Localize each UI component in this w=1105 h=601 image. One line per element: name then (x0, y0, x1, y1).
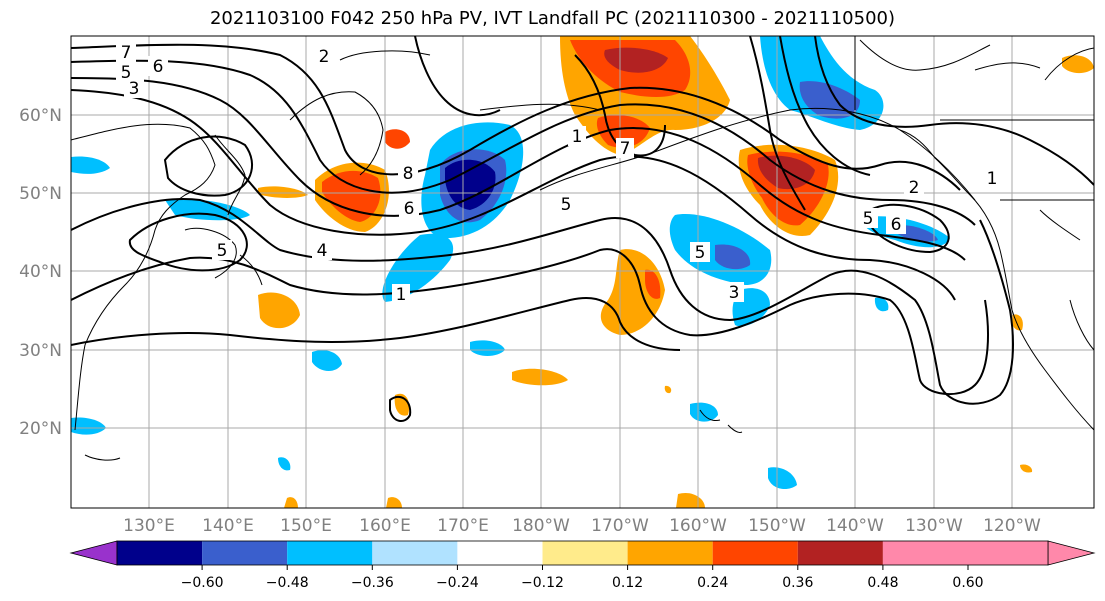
lon-label: 170°W (591, 516, 649, 536)
lon-label: 140°W (826, 516, 884, 536)
contour-label: 5 (695, 243, 706, 263)
neg-anomaly-area (278, 457, 291, 471)
contour-label: 2 (319, 47, 330, 67)
colorbar-segment (117, 541, 203, 565)
lat-label: 30°N (19, 341, 62, 361)
contour-label: 3 (729, 283, 740, 303)
contour-label: 5 (863, 209, 874, 229)
pos-anomaly-area (757, 155, 815, 190)
lon-label: 160°E (359, 516, 411, 536)
colorbar-segment (542, 541, 628, 565)
pos-anomaly-area (258, 186, 308, 198)
pv-contour-labels: 7 6 5 3 8 6 4 5 5 1 7 5 3 2 1 6 5 2 1 (116, 42, 1002, 305)
contour-label: 2 (909, 178, 920, 198)
neg-anomaly-area (715, 244, 751, 270)
pos-anomaly-area (386, 497, 402, 508)
colorbar-segment (372, 541, 458, 565)
contour-label: 7 (620, 139, 631, 159)
colorbar-tick-label: −0.24 (436, 575, 479, 591)
neg-anomaly-area (690, 402, 718, 422)
lon-label: 140°E (202, 516, 254, 536)
pos-anomaly-area (1062, 55, 1094, 74)
colorbar-tick-label: 0.60 (952, 575, 983, 591)
coastlines (71, 36, 1094, 461)
contour-label: 1 (396, 285, 407, 305)
lon-label: 120°W (983, 516, 1041, 536)
colorbar-segment (457, 541, 543, 565)
contour-label: 6 (153, 57, 164, 77)
latitude-labels: 60°N 50°N 40°N 30°N 20°N (19, 106, 62, 439)
pos-anomaly-area (664, 385, 672, 394)
colorbar-segment (882, 541, 968, 565)
colorbar-tick-label: 0.24 (697, 575, 728, 591)
colorbar-tick-label: 0.36 (782, 575, 813, 591)
contour-label: 4 (317, 241, 328, 261)
lat-label: 60°N (19, 106, 62, 126)
colorbar-segment (627, 541, 713, 565)
lon-label: 150°W (748, 516, 806, 536)
contour-label: 8 (403, 164, 414, 184)
pv-contours (71, 36, 1094, 422)
map-frame (70, 35, 1095, 509)
contour-label: 7 (121, 43, 132, 63)
contour-label: 1 (987, 169, 998, 189)
pos-anomaly-area (385, 129, 410, 149)
colorbar-frame (116, 540, 1049, 566)
colorbar-tick-label: −0.48 (266, 575, 309, 591)
lon-label: 130°W (905, 516, 963, 536)
neg-anomaly-area (312, 350, 342, 371)
colorbar-segment (287, 541, 373, 565)
pos-anomaly-area (1020, 464, 1033, 473)
neg-anomaly-area (71, 156, 110, 174)
contour-label: 5 (561, 195, 572, 215)
pos-anomaly-area (258, 292, 300, 329)
longitude-labels: 130°E 140°E 150°E 160°E 170°E 180°W 170°… (123, 516, 1041, 536)
contour-label: 5 (217, 241, 228, 261)
neg-anomaly-area (445, 159, 496, 210)
colorbar: −0.60 −0.48 −0.36 −0.24 −0.12 0.12 0.24 … (69, 540, 1096, 591)
colorbar-segment (712, 541, 798, 565)
colorbar-ticks (201, 565, 969, 570)
neg-anomaly-area (71, 417, 106, 435)
colorbar-tick-label: 0.48 (867, 575, 898, 591)
contour-label: 5 (121, 63, 132, 83)
neg-anomaly-area (768, 467, 797, 490)
colorbar-tick-label: 0.12 (612, 575, 643, 591)
contour-label: 6 (404, 199, 415, 219)
contour-label: 3 (129, 79, 140, 99)
contour-label: 6 (891, 215, 902, 235)
lon-label: 150°E (280, 516, 332, 536)
neg-anomaly-area (470, 340, 505, 356)
colorbar-segment (968, 541, 1048, 565)
lat-label: 50°N (19, 184, 62, 204)
lon-label: 160°W (669, 516, 727, 536)
lat-label: 20°N (19, 419, 62, 439)
colorbar-extend-min (69, 540, 118, 566)
contour-label: 1 (572, 127, 583, 147)
colorbar-segment (202, 541, 288, 565)
pos-anomaly-area (512, 368, 568, 386)
neg-anomaly-area (874, 297, 889, 312)
pos-anomaly-area (645, 269, 661, 299)
pos-anomaly-area (322, 170, 381, 222)
pos-anomaly-area (596, 115, 650, 148)
colorbar-extend-max (1047, 540, 1096, 566)
lat-label: 40°N (19, 262, 62, 282)
colorbar-segment (797, 541, 883, 565)
colorbar-tick-label: −0.36 (351, 575, 394, 591)
lon-label: 180°W (512, 516, 570, 536)
pos-anomaly-area (284, 497, 298, 508)
colorbar-tick-label: −0.12 (521, 575, 564, 591)
colorbar-tick-label: −0.60 (181, 575, 224, 591)
lon-label: 170°E (437, 516, 489, 536)
ivt-pc-shading (71, 36, 1094, 508)
map-title: 2021103100 F042 250 hPa PV, IVT Landfall… (209, 8, 896, 29)
lon-label: 130°E (123, 516, 175, 536)
